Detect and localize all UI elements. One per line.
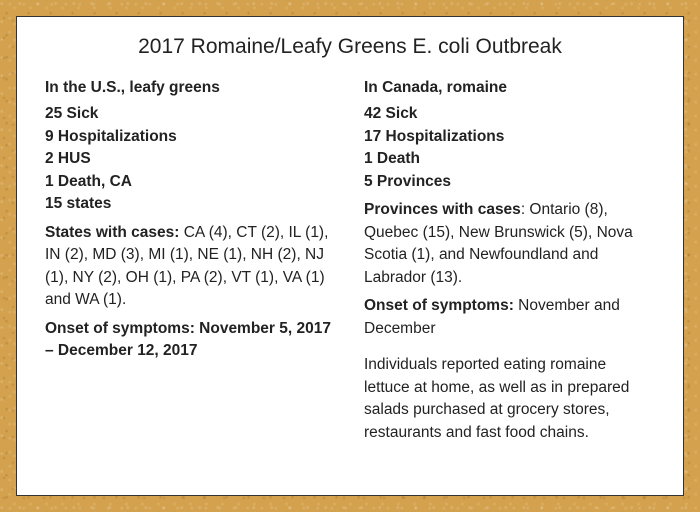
us-stat-states: 15 states bbox=[45, 193, 336, 215]
us-onset: Onset of symptoms: November 5, 2017 – De… bbox=[45, 318, 336, 363]
us-stat-hus: 2 HUS bbox=[45, 148, 336, 170]
us-column: In the U.S., leafy greens 25 Sick 9 Hosp… bbox=[45, 77, 336, 444]
us-stat-death: 1 Death, CA bbox=[45, 171, 336, 193]
canada-stat-sick: 42 Sick bbox=[364, 103, 655, 125]
canada-stats: 42 Sick 17 Hospitalizations 1 Death 5 Pr… bbox=[364, 103, 655, 193]
canada-lead: In Canada, romaine bbox=[364, 77, 655, 99]
canada-note: Individuals reported eating romaine lett… bbox=[364, 354, 655, 444]
canada-onset-label: Onset of symptoms: bbox=[364, 297, 514, 314]
canada-onset-para: Onset of symptoms: November and December bbox=[364, 295, 655, 340]
us-stat-sick: 25 Sick bbox=[45, 103, 336, 125]
us-lead: In the U.S., leafy greens bbox=[45, 77, 336, 99]
canada-provinces-para: Provinces with cases: Ontario (8), Quebe… bbox=[364, 199, 655, 289]
canada-stat-hosp: 17 Hospitalizations bbox=[364, 126, 655, 148]
canada-stat-death: 1 Death bbox=[364, 148, 655, 170]
info-card: 2017 Romaine/Leafy Greens E. coli Outbre… bbox=[16, 16, 684, 496]
us-stats: 25 Sick 9 Hospitalizations 2 HUS 1 Death… bbox=[45, 103, 336, 215]
us-states-label: States with cases: bbox=[45, 224, 179, 241]
columns-wrapper: In the U.S., leafy greens 25 Sick 9 Hosp… bbox=[45, 77, 655, 444]
us-stat-hosp: 9 Hospitalizations bbox=[45, 126, 336, 148]
us-states-para: States with cases: CA (4), CT (2), IL (1… bbox=[45, 222, 336, 312]
canada-column: In Canada, romaine 42 Sick 17 Hospitaliz… bbox=[364, 77, 655, 444]
canada-provinces-label: Provinces with cases bbox=[364, 201, 521, 218]
canada-stat-provs: 5 Provinces bbox=[364, 171, 655, 193]
page-title: 2017 Romaine/Leafy Greens E. coli Outbre… bbox=[45, 35, 655, 59]
